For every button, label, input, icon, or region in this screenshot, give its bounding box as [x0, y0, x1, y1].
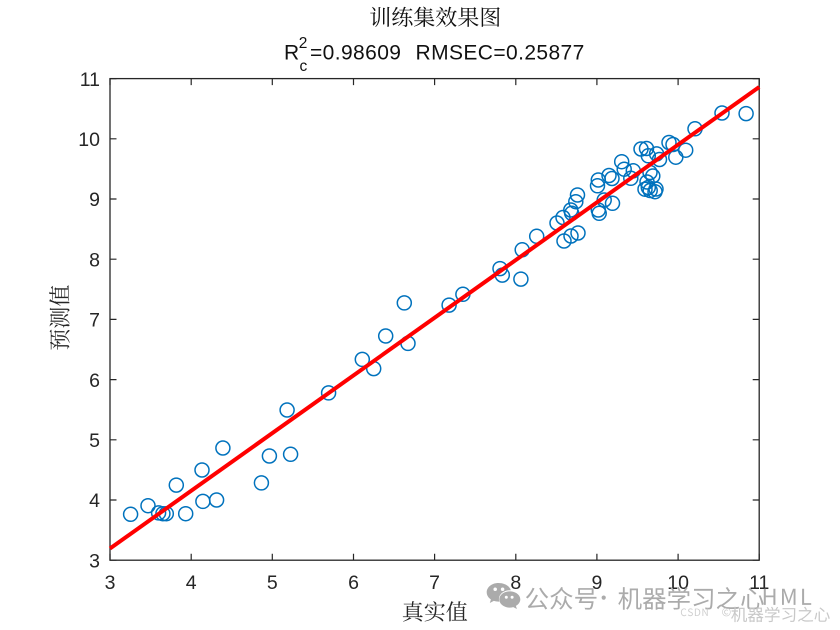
- svg-text:6: 6: [89, 370, 100, 392]
- svg-text:2: 2: [299, 35, 308, 52]
- svg-text:3: 3: [105, 572, 116, 594]
- svg-text:5: 5: [89, 430, 100, 452]
- svg-text:=0.98609: =0.98609: [310, 42, 401, 65]
- svg-text:RMSEC=0.25877: RMSEC=0.25877: [416, 42, 585, 65]
- svg-text:R: R: [284, 42, 299, 65]
- svg-text:8: 8: [89, 249, 100, 271]
- svg-text:11: 11: [80, 69, 100, 91]
- svg-text:4: 4: [89, 490, 100, 512]
- svg-text:3: 3: [89, 550, 100, 572]
- svg-text:8: 8: [510, 572, 521, 594]
- svg-text:7: 7: [429, 572, 440, 594]
- svg-text:4: 4: [186, 572, 197, 594]
- svg-text:11: 11: [749, 572, 769, 594]
- svg-text:9: 9: [89, 189, 100, 211]
- svg-text:6: 6: [348, 572, 359, 594]
- svg-text:7: 7: [89, 310, 100, 332]
- svg-text:9: 9: [591, 572, 602, 594]
- svg-text:10: 10: [78, 129, 100, 151]
- svg-text:10: 10: [667, 572, 689, 594]
- svg-text:c: c: [300, 58, 308, 75]
- svg-text:5: 5: [267, 572, 278, 594]
